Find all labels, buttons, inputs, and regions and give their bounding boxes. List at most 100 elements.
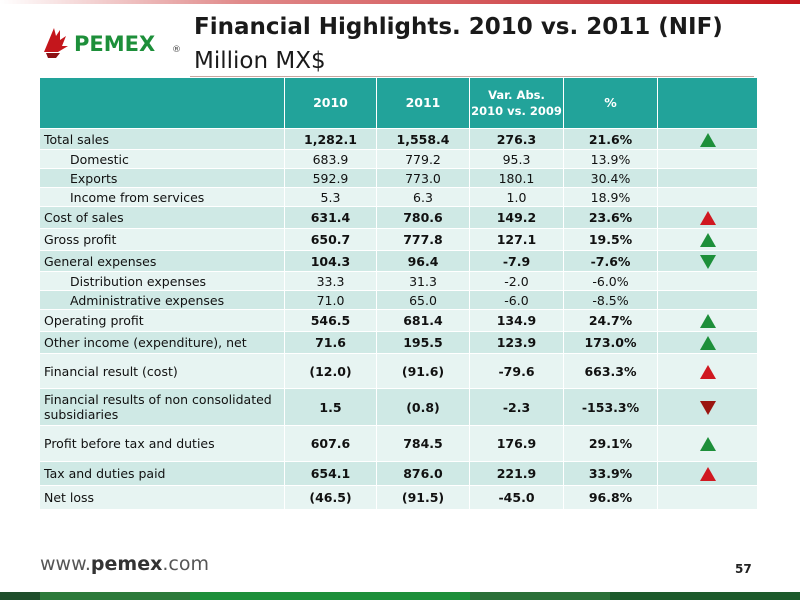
value-percent: 23.6% (563, 206, 658, 229)
value-2010: 104.3 (284, 250, 377, 272)
arrow-up-icon (699, 211, 716, 226)
page-number: 57 (735, 562, 752, 576)
value-percent: -7.6% (563, 250, 658, 272)
value-2010: (12.0) (284, 353, 377, 389)
value-percent: 19.5% (563, 228, 658, 251)
table-row: Profit before tax and duties 607.6 784.5 17… (39, 425, 758, 462)
arrow-up-icon (699, 336, 716, 351)
value-2011: 681.4 (376, 309, 470, 332)
value-percent: 30.4% (563, 168, 658, 188)
trend-cell (657, 309, 758, 332)
value-2011: 6.3 (376, 187, 470, 207)
trend-cell (657, 425, 758, 462)
value-var-abs: 134.9 (469, 309, 564, 332)
value-percent: 173.0% (563, 331, 658, 354)
value-2010: 71.0 (284, 290, 377, 310)
table-row: Net loss (46.5) (91.5) -45.0 96.8% (39, 485, 758, 510)
trend-cell (657, 271, 758, 291)
value-2011: 779.2 (376, 149, 470, 169)
value-2010: (46.5) (284, 485, 377, 510)
row-label: Tax and duties paid (39, 461, 285, 486)
table-row: Domestic 683.9 779.2 95.3 13.9% (39, 149, 758, 169)
row-label: Gross profit (39, 228, 285, 251)
value-var-abs: 221.9 (469, 461, 564, 486)
top-accent-bar (0, 0, 800, 4)
value-2011: (91.6) (376, 353, 470, 389)
value-var-abs: 180.1 (469, 168, 564, 188)
row-label: Other income (expenditure), net (39, 331, 285, 354)
table-header-row: 2010 2011 Var. Abs. 2010 vs. 2009 % (39, 77, 758, 129)
page-title: Financial Highlights. 2010 vs. 2011 (NIF… (194, 14, 723, 40)
value-percent: -6.0% (563, 271, 658, 291)
value-var-abs: -79.6 (469, 353, 564, 389)
trend-cell (657, 290, 758, 310)
trend-cell (657, 149, 758, 169)
value-2010: 546.5 (284, 309, 377, 332)
pemex-logo: PEMEX ® (44, 28, 181, 58)
header-percent: % (563, 77, 658, 129)
row-label: Profit before tax and duties (39, 425, 285, 462)
value-2011: 784.5 (376, 425, 470, 462)
value-2010: 607.6 (284, 425, 377, 462)
value-var-abs: 95.3 (469, 149, 564, 169)
row-label: General expenses (39, 250, 285, 272)
value-2010: 33.3 (284, 271, 377, 291)
table-row: Cost of sales 631.4 780.6 149.2 23.6% (39, 206, 758, 229)
table-row: Financial results of non consolidated su… (39, 388, 758, 426)
value-2011: 195.5 (376, 331, 470, 354)
bottom-accent-bar (0, 592, 800, 600)
value-percent: -8.5% (563, 290, 658, 310)
row-label: Distribution expenses (39, 271, 285, 291)
value-2010: 592.9 (284, 168, 377, 188)
value-percent: -153.3% (563, 388, 658, 426)
header-2011: 2011 (376, 77, 470, 129)
table-row: Tax and duties paid 654.1 876.0 221.9 33.9% (39, 461, 758, 486)
value-var-abs: 1.0 (469, 187, 564, 207)
value-2010: 654.1 (284, 461, 377, 486)
eagle-icon (44, 28, 68, 58)
row-label: Cost of sales (39, 206, 285, 229)
trend-cell (657, 461, 758, 486)
header-2010: 2010 (284, 77, 377, 129)
value-2010: 1.5 (284, 388, 377, 426)
value-var-abs: -45.0 (469, 485, 564, 510)
value-percent: 24.7% (563, 309, 658, 332)
trend-cell (657, 128, 758, 150)
arrow-up-icon (699, 132, 716, 147)
value-var-abs: 127.1 (469, 228, 564, 251)
value-percent: 33.9% (563, 461, 658, 486)
value-2010: 5.3 (284, 187, 377, 207)
table-row: Income from services 5.3 6.3 1.0 18.9% (39, 187, 758, 207)
row-label: Exports (39, 168, 285, 188)
row-label: Income from services (39, 187, 285, 207)
value-2011: 96.4 (376, 250, 470, 272)
arrow-up-icon (699, 467, 716, 482)
value-2011: 31.3 (376, 271, 470, 291)
financial-highlights-table: 2010 2011 Var. Abs. 2010 vs. 2009 % Tota… (39, 77, 758, 510)
arrow-up-icon (699, 364, 716, 379)
table-row: Gross profit 650.7 777.8 127.1 19.5% (39, 228, 758, 251)
value-2010: 1,282.1 (284, 128, 377, 150)
value-percent: 18.9% (563, 187, 658, 207)
title-divider (190, 76, 754, 77)
value-2011: (0.8) (376, 388, 470, 426)
row-label: Net loss (39, 485, 285, 510)
row-label: Financial result (cost) (39, 353, 285, 389)
table-row: Operating profit 546.5 681.4 134.9 24.7% (39, 309, 758, 332)
value-var-abs: 176.9 (469, 425, 564, 462)
table-row: Other income (expenditure), net 71.6 195.5… (39, 331, 758, 354)
arrow-up-icon (699, 314, 716, 329)
trend-cell (657, 353, 758, 389)
trend-cell (657, 485, 758, 510)
value-2011: 773.0 (376, 168, 470, 188)
value-2011: 876.0 (376, 461, 470, 486)
value-2010: 631.4 (284, 206, 377, 229)
row-label: Operating profit (39, 309, 285, 332)
value-var-abs: 276.3 (469, 128, 564, 150)
table-row: Financial result (cost) (12.0) (91.6) -79.6… (39, 353, 758, 389)
arrow-down-icon (699, 254, 716, 269)
header-var-abs: Var. Abs. 2010 vs. 2009 (469, 77, 564, 129)
arrow-up-icon (699, 233, 716, 248)
trend-cell (657, 250, 758, 272)
value-2011: 1,558.4 (376, 128, 470, 150)
